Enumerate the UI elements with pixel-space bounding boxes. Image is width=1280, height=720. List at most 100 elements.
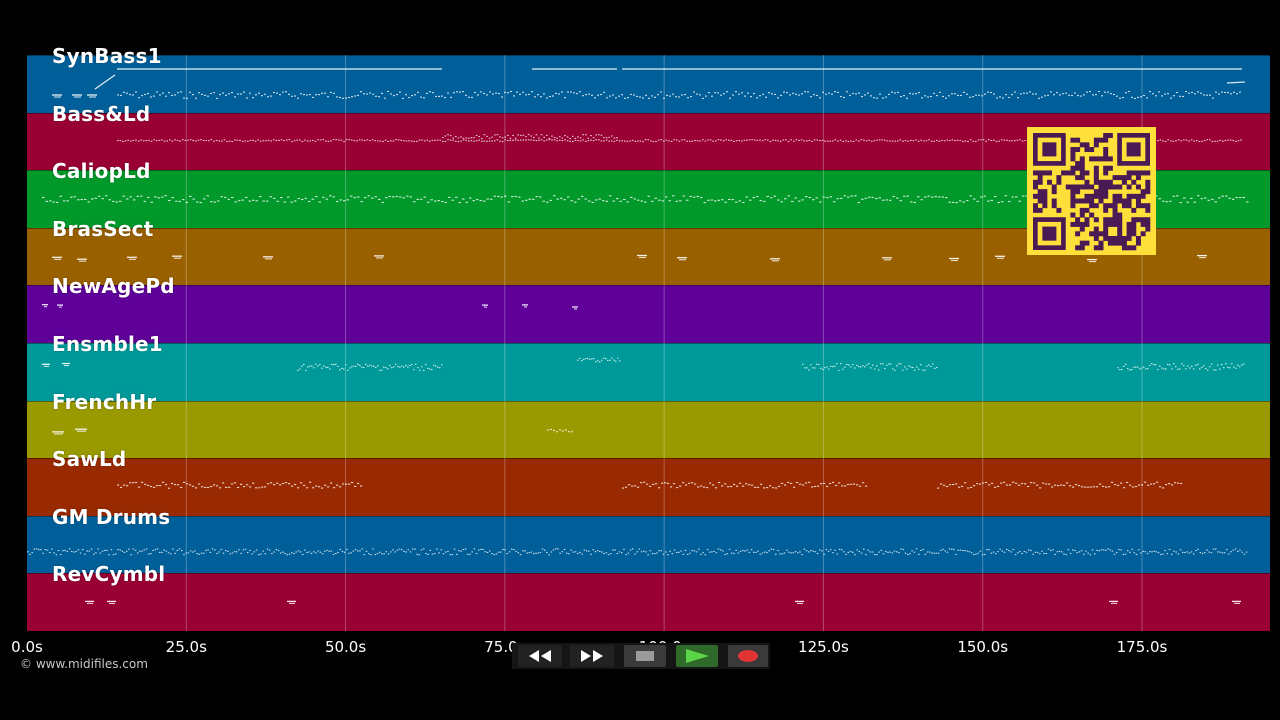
qr-module	[1037, 170, 1043, 176]
qr-module	[1112, 207, 1118, 213]
qr-module	[1117, 226, 1123, 232]
qr-module	[1107, 165, 1113, 171]
qr-module	[1089, 193, 1095, 199]
qr-module	[1042, 226, 1057, 241]
qr-module	[1107, 221, 1113, 227]
rewind-button[interactable]	[518, 645, 562, 667]
qr-module	[1075, 137, 1081, 143]
qr-module	[1121, 179, 1127, 185]
qr-module	[1084, 198, 1090, 204]
qr-module	[1098, 245, 1104, 251]
qr-module	[1037, 198, 1043, 204]
qr-module	[1056, 207, 1062, 213]
qr-module	[1037, 189, 1043, 195]
qr-module	[1075, 231, 1081, 237]
qr-module	[1112, 235, 1118, 241]
track-label: RevCymbl	[52, 562, 166, 587]
qr-module	[1135, 240, 1141, 246]
qr-module	[1145, 184, 1151, 190]
qr-module	[1121, 235, 1127, 241]
qr-module	[1107, 133, 1113, 138]
qr-module	[1117, 212, 1123, 218]
qr-module	[1112, 198, 1118, 204]
qr-module	[1079, 198, 1085, 204]
qr-module	[1042, 170, 1048, 176]
qr-module	[1145, 170, 1151, 176]
track-lane-gm-drums: GM Drums	[27, 505, 1270, 574]
qr-code-image	[1033, 133, 1151, 251]
qr-module	[1140, 221, 1146, 227]
qr-module	[1070, 198, 1076, 204]
qr-module	[1061, 170, 1067, 176]
qr-module	[1117, 175, 1123, 181]
qr-module	[1037, 175, 1043, 181]
qr-module	[1070, 184, 1076, 190]
qr-module	[1093, 231, 1099, 237]
qr-module	[1103, 147, 1109, 153]
qr-module	[1103, 137, 1109, 143]
qr-module	[1103, 217, 1109, 223]
qr-module	[1126, 170, 1132, 176]
qr-module	[1126, 193, 1132, 199]
qr-module	[1140, 217, 1146, 223]
qr-module	[1042, 198, 1048, 204]
qr-module	[1079, 221, 1085, 227]
qr-module	[1131, 226, 1137, 232]
qr-module	[1103, 231, 1109, 237]
qr-module	[1117, 240, 1123, 246]
record-button[interactable]	[728, 645, 768, 667]
track-lane-revcymbl: RevCymbl	[27, 562, 1270, 631]
qr-module	[1065, 170, 1071, 176]
track-label: SawLd	[52, 447, 127, 472]
qr-module	[1070, 212, 1076, 218]
qr-module	[1037, 193, 1043, 199]
track-label: Ensmble1	[52, 332, 163, 356]
qr-module	[1121, 198, 1127, 204]
qr-module	[1093, 245, 1099, 251]
qr-module	[1112, 203, 1118, 209]
qr-module	[1056, 179, 1062, 185]
qr-module	[1135, 170, 1141, 176]
track-label: Bass&Ld	[52, 101, 151, 126]
qr-module	[1140, 170, 1146, 176]
qr-module	[1037, 179, 1043, 185]
qr-module	[1131, 170, 1137, 176]
qr-module	[1098, 184, 1104, 190]
play-icon	[686, 649, 709, 663]
qr-module	[1079, 156, 1085, 162]
track-label: FrenchHr	[52, 389, 157, 414]
qr-module	[1033, 170, 1038, 176]
qr-module	[1117, 231, 1123, 237]
qr-module	[1084, 193, 1090, 199]
tick-label: 125.0s	[798, 638, 849, 656]
play-button[interactable]	[676, 645, 718, 667]
qr-module	[1145, 226, 1151, 232]
stop-button[interactable]	[624, 645, 666, 667]
qr-module	[1121, 245, 1127, 251]
qr-module	[1145, 189, 1151, 195]
qr-module	[1093, 165, 1099, 171]
qr-module	[1103, 226, 1109, 232]
track-label: SynBass1	[52, 44, 162, 68]
qr-module	[1089, 147, 1095, 153]
qr-module	[1098, 189, 1104, 195]
qr-module	[1093, 179, 1099, 185]
qr-module	[1145, 207, 1151, 213]
qr-module	[1093, 142, 1099, 148]
track-lane-synbass1: SynBass1	[27, 44, 1270, 113]
qr-module	[1093, 235, 1099, 241]
qr-module	[1070, 165, 1076, 171]
fast-forward-button[interactable]	[570, 645, 614, 667]
qr-module	[1075, 184, 1081, 190]
qr-module	[1117, 221, 1123, 227]
qr-module	[1084, 170, 1090, 176]
qr-module	[1033, 203, 1038, 209]
qr-module	[1042, 142, 1057, 157]
qr-module	[1121, 175, 1127, 181]
qr-module	[1103, 189, 1109, 195]
qr-module	[1098, 137, 1104, 143]
qr-module	[1107, 217, 1113, 223]
qr-module	[1089, 184, 1095, 190]
qr-module	[1075, 198, 1081, 204]
